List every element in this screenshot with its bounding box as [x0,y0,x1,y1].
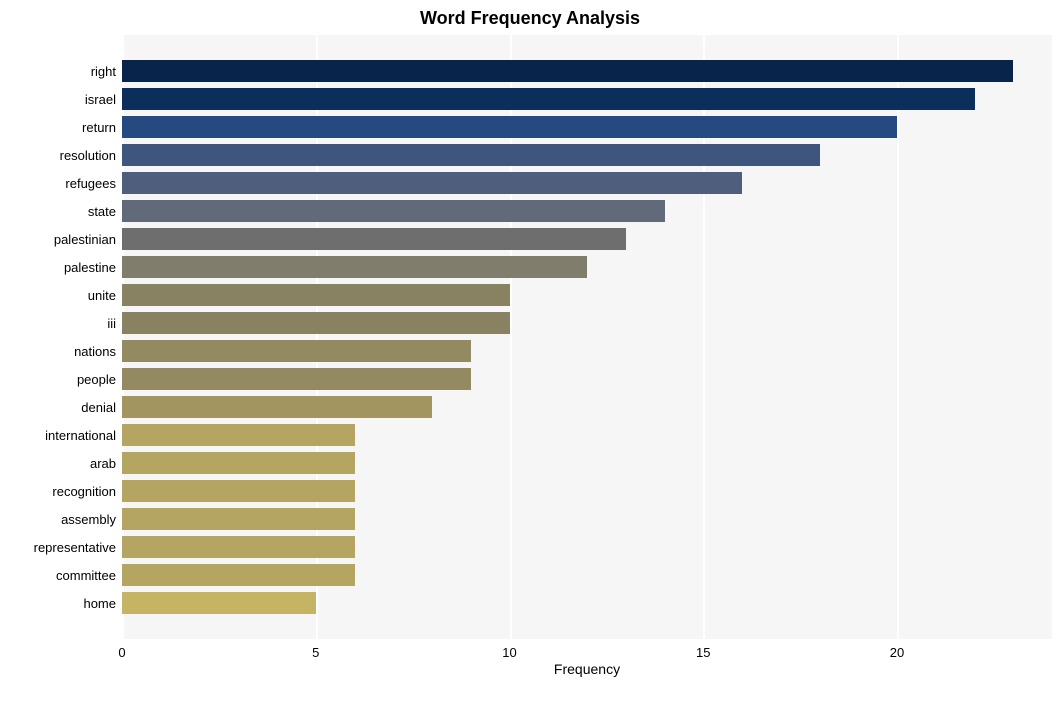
bar [122,88,975,111]
x-axis-title: Frequency [554,661,620,677]
bar-row [122,253,1052,281]
bar-row [122,225,1052,253]
y-tick-label: unite [8,281,122,309]
bar [122,60,1013,83]
bar [122,228,626,251]
bar-row [122,393,1052,421]
x-tick-label: 15 [696,645,710,660]
y-tick-label: committee [8,561,122,589]
y-tick-label: right [8,57,122,85]
bar-row [122,169,1052,197]
x-tick-label: 10 [502,645,516,660]
bar [122,172,742,195]
y-tick-label: recognition [8,477,122,505]
y-tick-label: nations [8,337,122,365]
bar [122,144,820,167]
chart-body: rightisraelreturnresolutionrefugeesstate… [8,35,1052,639]
bar-row [122,365,1052,393]
bar-row [122,113,1052,141]
bar-row [122,449,1052,477]
chart-container: Word Frequency Analysis rightisraelretur… [8,8,1052,677]
bar-row [122,561,1052,589]
bar [122,536,355,559]
bars [122,57,1052,617]
bar [122,340,471,363]
bar [122,424,355,447]
bar [122,452,355,475]
y-tick-label: resolution [8,141,122,169]
bar-row [122,505,1052,533]
y-tick-label: iii [8,309,122,337]
bar [122,200,665,223]
bar-row [122,197,1052,225]
plot-area [122,35,1052,639]
y-tick-label: israel [8,85,122,113]
bar-row [122,421,1052,449]
bar-row [122,141,1052,169]
bar [122,480,355,503]
x-axis-spacer [8,641,122,677]
bar [122,116,897,139]
chart-title: Word Frequency Analysis [8,8,1052,29]
x-axis: Frequency 0 5 10 15 20 [8,641,1052,677]
bar [122,508,355,531]
y-tick-label: international [8,421,122,449]
x-tick-label: 0 [118,645,125,660]
y-tick-label: palestinian [8,225,122,253]
y-tick-label: palestine [8,253,122,281]
y-tick-label: home [8,589,122,617]
y-tick-label: representative [8,533,122,561]
y-tick-label: assembly [8,505,122,533]
y-tick-label: people [8,365,122,393]
bar-row [122,337,1052,365]
bar [122,564,355,587]
bar-row [122,309,1052,337]
y-axis-labels: rightisraelreturnresolutionrefugeesstate… [8,35,122,639]
y-tick-label: state [8,197,122,225]
x-tick-label: 5 [312,645,319,660]
bar [122,592,316,615]
y-tick-label: denial [8,393,122,421]
bar [122,284,510,307]
y-tick-label: arab [8,449,122,477]
bar-row [122,57,1052,85]
bar [122,256,587,279]
bar-row [122,85,1052,113]
x-tick-label: 20 [890,645,904,660]
bar-row [122,477,1052,505]
bar [122,368,471,391]
bar [122,396,432,419]
x-axis-ticks: Frequency 05101520 [122,641,1052,677]
bar-row [122,589,1052,617]
y-tick-label: refugees [8,169,122,197]
bar-row [122,281,1052,309]
bar [122,312,510,335]
bar-row [122,533,1052,561]
y-tick-label: return [8,113,122,141]
